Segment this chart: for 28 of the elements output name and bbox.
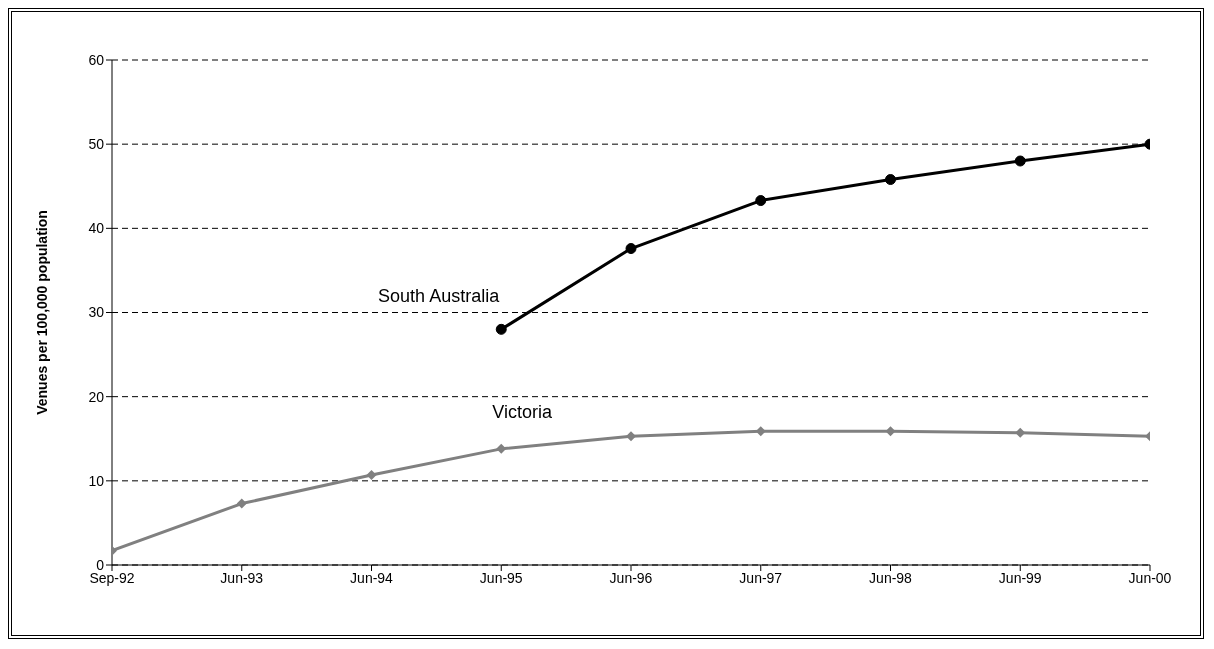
point: [1014, 155, 1026, 167]
point: [366, 469, 377, 480]
x-tick-label: Jun-95: [479, 569, 523, 586]
point: [236, 498, 247, 509]
point: [626, 431, 636, 442]
x-tick-label: Jun-00: [1128, 569, 1172, 586]
series-label: South Australia: [378, 286, 501, 307]
point: [885, 426, 896, 437]
point: [495, 323, 507, 335]
y-tick-label: 40: [88, 220, 105, 237]
y-tick-label: 50: [88, 136, 105, 153]
point: [1015, 427, 1026, 438]
y-tick-label: 20: [88, 388, 105, 405]
point: [625, 243, 637, 255]
y-tick-label: 10: [88, 472, 105, 489]
point: [496, 443, 507, 454]
point: [755, 195, 767, 207]
point: [885, 174, 896, 186]
x-tick-label: Jun-94: [350, 569, 394, 586]
y-tick-label: 30: [88, 304, 105, 321]
x-tick-label: Jun-97: [739, 569, 783, 586]
y-axis-title: Venues per 100,000 population: [33, 210, 50, 415]
x-tick-label: Jun-93: [220, 569, 264, 586]
x-tick-label: Jun-96: [609, 569, 653, 586]
x-tick-label: Jun-99: [998, 569, 1042, 586]
x-tick-label: Jun-98: [869, 569, 913, 586]
y-tick-label: 60: [88, 51, 105, 68]
series-label: Victoria: [492, 402, 553, 423]
